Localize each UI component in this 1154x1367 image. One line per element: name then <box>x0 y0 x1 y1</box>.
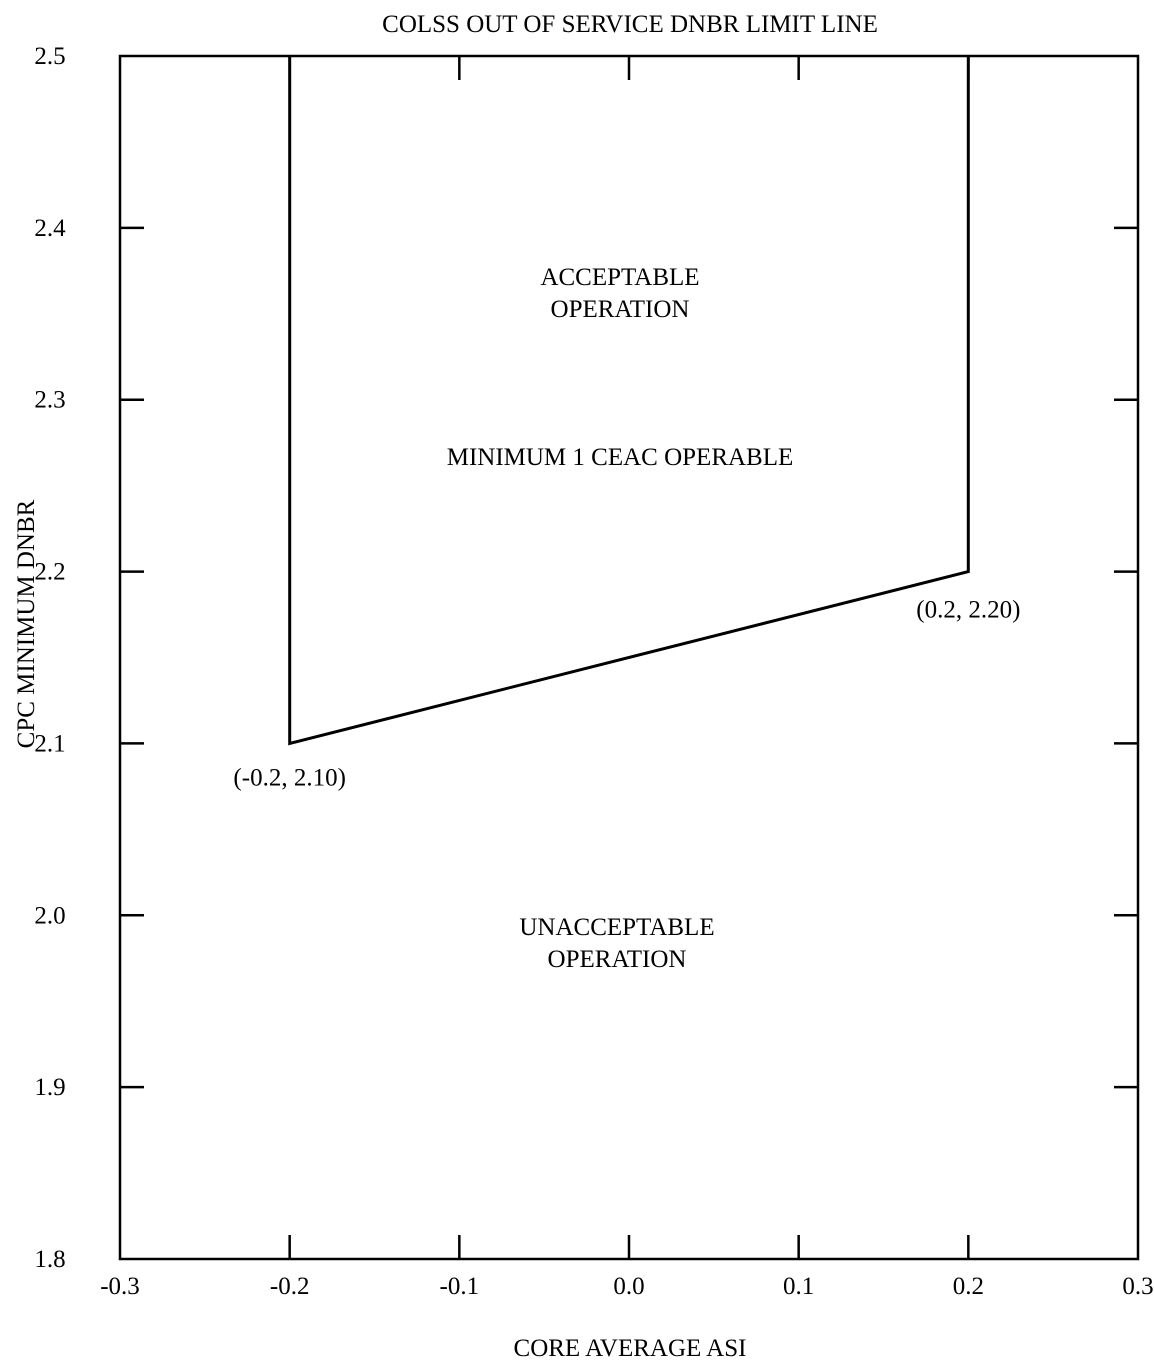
y-axis-label: CPC MINIMUM DNBR <box>13 499 40 748</box>
x-tick-label: 0.0 <box>613 1273 644 1300</box>
acceptable-operation-label: ACCEPTABLE <box>540 264 699 291</box>
chart-title: COLSS OUT OF SERVICE DNBR LIMIT LINE <box>382 11 878 38</box>
tick-labels: -0.3 -0.2 -0.1 0.0 0.1 0.2 0.3 1.8 1.9 2.0 2.1 2.2 2… <box>34 43 1153 1300</box>
x-axis-label: CORE AVERAGE ASI <box>514 1335 747 1362</box>
y-tick-label: 2.3 <box>34 387 65 414</box>
y-tick-label: 2.2 <box>34 559 65 586</box>
y-tick-label: 2.4 <box>34 215 66 242</box>
x-tick-label: -0.1 <box>440 1273 480 1300</box>
x-tick-label: 0.2 <box>953 1273 984 1300</box>
x-tick-label: -0.2 <box>270 1273 310 1300</box>
y-tick-label: 1.9 <box>34 1074 65 1101</box>
y-tick-label: 2.5 <box>34 43 65 70</box>
limit-line <box>288 56 970 746</box>
x-tick-label: 0.3 <box>1122 1273 1153 1300</box>
x-tick-label: -0.3 <box>100 1273 140 1300</box>
point-label: (0.2, 2.20) <box>916 597 1020 624</box>
y-tick-label: 1.8 <box>34 1246 65 1273</box>
point-label: (-0.2, 2.10) <box>233 764 345 791</box>
acceptable-operation-label: OPERATION <box>551 296 690 323</box>
y-tick-label: 2.1 <box>34 730 65 757</box>
ceac-operable-label: MINIMUM 1 CEAC OPERABLE <box>447 444 794 471</box>
y-tick-label: 2.0 <box>34 902 65 929</box>
annotations: (-0.2, 2.10) (0.2, 2.20) ACCEPTABLE OPERATI… <box>233 264 1020 973</box>
x-tick-label: 0.1 <box>783 1273 814 1300</box>
series-group <box>288 56 970 746</box>
unacceptable-operation-label: OPERATION <box>548 946 687 973</box>
unacceptable-operation-label: UNACCEPTABLE <box>519 914 714 941</box>
